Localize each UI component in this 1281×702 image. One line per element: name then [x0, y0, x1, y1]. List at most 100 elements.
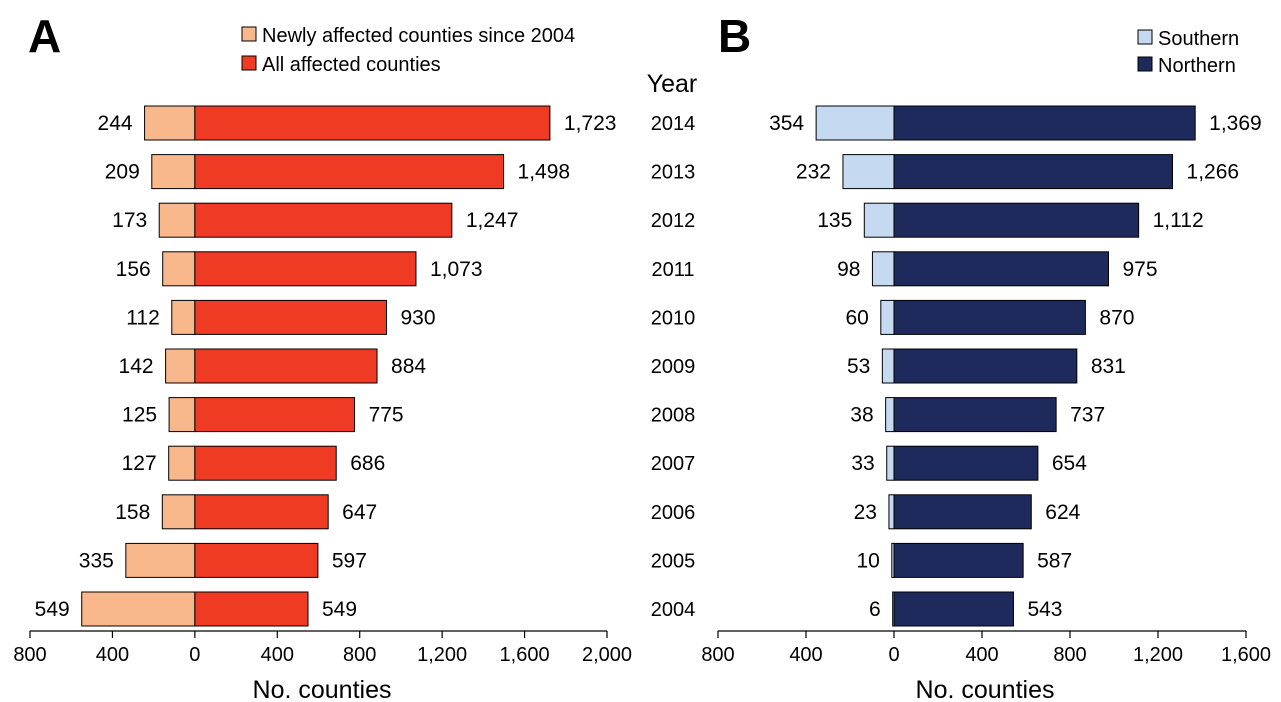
legend-a-swatch-all: [241, 55, 257, 71]
year-label-2004: 2004: [651, 599, 696, 621]
legend-a-label-all: All affected counties: [262, 54, 441, 76]
year-label-2011: 2011: [651, 259, 694, 281]
panel-b-bar-left-2006: [888, 494, 895, 530]
panel-b-bar-left-2013: [842, 154, 895, 190]
panel-b-value-right-2013: 1,266: [1187, 161, 1240, 184]
panel-b-bar-left-2012: [863, 202, 895, 238]
panel-b-bar-right-2004: [893, 591, 1014, 627]
panel-b-x-tick-label: 1,200: [1133, 644, 1183, 666]
year-label-2005: 2005: [651, 550, 696, 572]
panel-b-bar-left-2009: [881, 348, 895, 384]
panel-a-bar-left-2006: [161, 494, 196, 530]
legend-b-label-northern: Northern: [1158, 55, 1236, 77]
panel-a-bar-right-2006: [194, 494, 329, 530]
panel-b-value-left-2005: 10: [856, 549, 879, 572]
panel-a-bar-left-2007: [168, 445, 196, 481]
legend-b: Southern Northern: [1137, 28, 1239, 77]
legend-b-label-southern: Southern: [1158, 28, 1239, 50]
panel-a-value-right-2009: 884: [391, 355, 426, 378]
panel-b-bar-left-2007: [886, 445, 895, 481]
panel-a-value-right-2014: 1,723: [564, 112, 617, 135]
panel-a-bar-left-2004: [81, 591, 196, 627]
panel-a-bar-left-2009: [165, 348, 196, 384]
panel-b-letter: B: [718, 10, 751, 62]
panel-b-bar-right-2010: [893, 299, 1086, 335]
panel-a-x-tick-label: 1,600: [500, 644, 550, 666]
panel-b-value-left-2008: 38: [850, 404, 873, 427]
panel-a-x-tick-label: 2,000: [582, 644, 632, 666]
panel-b-bar-right-2013: [893, 154, 1174, 190]
panel-a-bar-right-2014: [194, 105, 551, 141]
panel-b-value-left-2004: 6: [869, 598, 881, 621]
panel-b-bar-right-2005: [893, 542, 1024, 578]
panel-a-value-left-2006: 158: [115, 501, 150, 524]
panel-a-bar-left-2012: [158, 202, 196, 238]
year-label-2008: 2008: [651, 405, 696, 427]
panel-a-bar-right-2007: [194, 445, 337, 481]
panel-b-value-right-2007: 654: [1052, 452, 1087, 475]
panel-a-x-tick-label: 800: [13, 644, 46, 666]
panel-a-bar-right-2013: [194, 154, 505, 190]
panel-b-bar-left-2011: [871, 251, 895, 287]
panel-a-bar-right-2009: [194, 348, 378, 384]
panel-b-bar-right-2006: [893, 494, 1032, 530]
panel-a-letter: A: [28, 10, 61, 62]
panel-b-value-left-2009: 53: [847, 355, 870, 378]
panel-a-bar-left-2008: [168, 397, 196, 433]
panel-a-value-right-2013: 1,498: [518, 161, 571, 184]
panel-a-bars: 244 1,723 209 1,498 173 1,247 156 1,073 112 930 14…: [35, 105, 617, 627]
year-axis-header: Year: [647, 70, 698, 98]
legend-a: Newly affected counties since 2004 All a…: [241, 25, 575, 76]
panel-a-value-left-2010: 112: [126, 306, 159, 329]
panel-b-value-right-2012: 1,112: [1153, 209, 1204, 232]
panel-a-x-axis: 800 400 0 400 800 1,200 1,600 2,000: [13, 630, 632, 666]
panel-b-value-right-2008: 737: [1070, 404, 1105, 427]
panel-a-bar-right-2005: [194, 542, 319, 578]
panel-b-value-right-2004: 543: [1027, 598, 1062, 621]
panel-a-x-tick-label: 0: [189, 644, 200, 666]
panel-b-x-tick-label: 800: [1053, 644, 1086, 666]
panel-a-x-tick-label: 1,200: [417, 644, 467, 666]
panel-b-value-right-2005: 587: [1037, 549, 1072, 572]
panel-b-bar-left-2010: [880, 299, 895, 335]
panel-b-value-left-2012: 135: [817, 209, 852, 232]
panel-b-bar-left-2008: [885, 397, 895, 433]
panel-a-bar-right-2008: [194, 397, 356, 433]
panel-a-value-left-2004: 549: [35, 598, 70, 621]
legend-a-label-newly: Newly affected counties since 2004: [262, 25, 575, 47]
panel-b-x-tick-label: 800: [701, 644, 734, 666]
panel-a-value-left-2013: 209: [105, 161, 140, 184]
panel-b-x-axis: 800 400 0 400 800 1,200 1,600: [701, 630, 1271, 666]
panel-b-value-right-2010: 870: [1099, 306, 1134, 329]
panel-a-x-axis-title: No. counties: [253, 676, 392, 702]
panel-b-value-left-2010: 60: [845, 306, 868, 329]
panel-b-x-tick-label: 0: [888, 644, 899, 666]
panel-a-value-right-2008: 775: [369, 404, 404, 427]
panel-b-bar-right-2012: [893, 202, 1140, 238]
panel-b-value-right-2006: 624: [1045, 501, 1080, 524]
panel-a-bar-right-2011: [194, 251, 417, 287]
panel-b-bar-left-2014: [815, 105, 895, 141]
legend-b-swatch-northern: [1137, 56, 1153, 72]
panel-a-value-right-2011: 1,073: [430, 258, 483, 281]
year-label-2006: 2006: [651, 502, 696, 524]
panel-b-value-left-2006: 23: [854, 501, 877, 524]
year-label-2013: 2013: [651, 162, 696, 184]
panel-a-value-left-2008: 125: [122, 404, 157, 427]
year-label-2010: 2010: [651, 307, 696, 329]
panel-b-bar-right-2014: [893, 105, 1196, 141]
panel-a-value-right-2012: 1,247: [466, 209, 519, 232]
panel-b-bar-right-2007: [893, 445, 1039, 481]
panel-a-value-left-2007: 127: [122, 452, 157, 475]
panel-a-value-left-2009: 142: [119, 355, 154, 378]
panel-b-bar-right-2011: [893, 251, 1109, 287]
panel-a-value-left-2012: 173: [112, 209, 147, 232]
panel-a-bar-left-2011: [162, 251, 196, 287]
panel-a-value-right-2007: 686: [350, 452, 385, 475]
panel-a-x-tick-label: 400: [261, 644, 294, 666]
panel-a-bar-left-2013: [151, 154, 196, 190]
panel-b-value-right-2009: 831: [1091, 355, 1126, 378]
year-label-2014: 2014: [651, 113, 696, 135]
panel-b-x-tick-label: 400: [789, 644, 822, 666]
panel-a-x-tick-label: 800: [343, 644, 376, 666]
